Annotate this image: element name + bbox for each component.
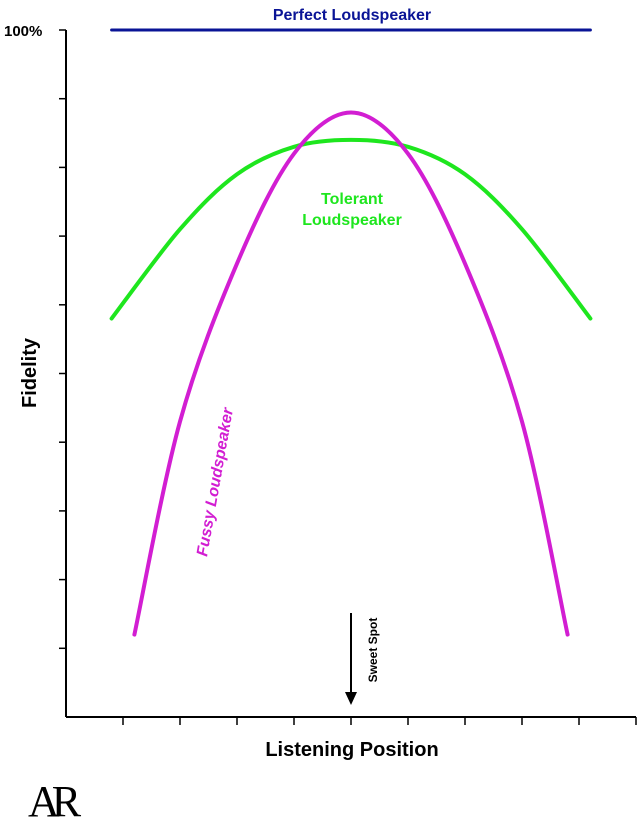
logo-text: AR <box>28 777 82 826</box>
sweet-spot-annotation: Sweet Spot <box>345 613 380 705</box>
sweet-spot-arrowhead <box>345 692 357 705</box>
series <box>109 28 593 637</box>
ticks <box>59 29 637 725</box>
y-axis-label: Fidelity <box>19 337 41 408</box>
sweet-spot-label: Sweet Spot <box>366 618 380 683</box>
series-label-tolerant-line2: Loudspeaker <box>302 212 402 229</box>
series-label-tolerant-line1: Tolerant <box>321 191 384 208</box>
series-label-perfect: Perfect Loudspeaker <box>273 7 431 24</box>
series-line-fussy <box>132 110 570 637</box>
ar-logo: AR <box>28 777 90 826</box>
y-top-tick-label: 100% <box>4 23 42 40</box>
x-axis-label: Listening Position <box>265 739 438 761</box>
series-label-fussy: Fussy Loudspeaker <box>194 406 237 558</box>
series-line-tolerant <box>109 137 593 321</box>
